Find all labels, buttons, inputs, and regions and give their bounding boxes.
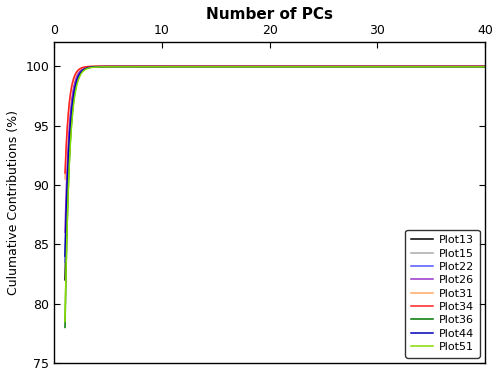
Plot15 (62, 254, 68, 259)
Plot51 (368, 65, 374, 69)
Line: Plot36: Plot36 (65, 67, 485, 327)
Plot22 (368, 64, 374, 69)
Plot44 (62, 254, 68, 259)
Line: Plot34: Plot34 (65, 66, 485, 173)
Plot31 (112, 64, 118, 69)
Plot34 (482, 64, 488, 68)
Plot51 (62, 319, 68, 324)
Plot44 (368, 64, 374, 69)
Plot13 (62, 278, 68, 282)
Plot31 (328, 64, 334, 69)
Plot31 (230, 64, 235, 69)
Plot51 (230, 65, 235, 69)
Line: Plot13: Plot13 (65, 67, 485, 280)
Plot44 (366, 64, 372, 69)
Plot31 (199, 64, 205, 69)
Plot26 (482, 64, 488, 69)
Plot13 (328, 64, 334, 69)
Plot13 (366, 64, 372, 69)
Plot22 (112, 64, 118, 69)
Plot26 (366, 64, 372, 69)
Plot15 (230, 64, 235, 69)
Plot15 (112, 64, 118, 69)
Plot22 (230, 64, 235, 69)
Plot51 (366, 65, 372, 69)
Plot26 (328, 64, 334, 69)
Plot31 (482, 64, 488, 69)
Line: Plot51: Plot51 (65, 67, 485, 321)
Plot36 (368, 64, 374, 69)
Plot26 (368, 64, 374, 69)
Plot51 (482, 65, 488, 69)
Plot34 (366, 64, 372, 68)
Plot22 (482, 64, 488, 69)
Plot51 (112, 65, 118, 69)
Line: Plot22: Plot22 (65, 67, 485, 262)
Plot26 (199, 64, 205, 69)
Plot31 (368, 64, 374, 69)
Plot13 (230, 64, 235, 69)
Plot22 (62, 260, 68, 264)
Plot22 (199, 64, 205, 69)
Plot13 (368, 64, 374, 69)
Line: Plot26: Plot26 (65, 67, 485, 232)
Plot34 (112, 64, 118, 68)
Plot13 (214, 64, 220, 69)
Plot15 (366, 64, 372, 69)
Plot36 (214, 64, 220, 69)
Plot36 (482, 64, 488, 69)
Plot34 (200, 64, 206, 68)
Plot15 (208, 64, 214, 69)
X-axis label: Number of PCs: Number of PCs (206, 7, 333, 22)
Plot15 (482, 64, 488, 69)
Plot44 (199, 64, 205, 69)
Plot22 (216, 64, 222, 69)
Plot36 (199, 64, 205, 69)
Plot51 (222, 65, 228, 69)
Plot22 (328, 64, 334, 69)
Plot44 (328, 64, 334, 69)
Plot36 (62, 325, 68, 330)
Plot36 (328, 64, 334, 69)
Plot13 (199, 64, 205, 69)
Plot13 (112, 64, 118, 69)
Plot13 (482, 64, 488, 69)
Plot15 (328, 64, 334, 69)
Plot44 (482, 64, 488, 69)
Plot44 (112, 64, 118, 69)
Plot44 (230, 64, 235, 69)
Plot34 (62, 171, 68, 175)
Line: Plot44: Plot44 (65, 67, 485, 256)
Plot22 (366, 64, 372, 69)
Plot36 (230, 64, 235, 69)
Plot26 (62, 230, 68, 235)
Plot26 (210, 64, 216, 69)
Line: Plot31: Plot31 (65, 67, 485, 179)
Plot26 (112, 64, 118, 69)
Plot51 (199, 65, 205, 69)
Plot34 (368, 64, 374, 68)
Plot31 (205, 64, 211, 69)
Plot36 (366, 64, 372, 69)
Plot44 (222, 64, 228, 69)
Plot31 (366, 64, 372, 69)
Plot15 (368, 64, 374, 69)
Line: Plot15: Plot15 (65, 67, 485, 256)
Y-axis label: Culumative Contributions (%): Culumative Contributions (%) (7, 110, 20, 295)
Plot26 (230, 64, 235, 69)
Plot31 (62, 177, 68, 181)
Plot34 (199, 64, 205, 68)
Plot15 (199, 64, 205, 69)
Plot34 (230, 64, 235, 68)
Plot36 (112, 64, 118, 69)
Plot51 (328, 65, 334, 69)
Plot34 (328, 64, 334, 68)
Legend: Plot13, Plot15, Plot22, Plot26, Plot31, Plot34, Plot36, Plot44, Plot51: Plot13, Plot15, Plot22, Plot26, Plot31, … (406, 230, 479, 358)
